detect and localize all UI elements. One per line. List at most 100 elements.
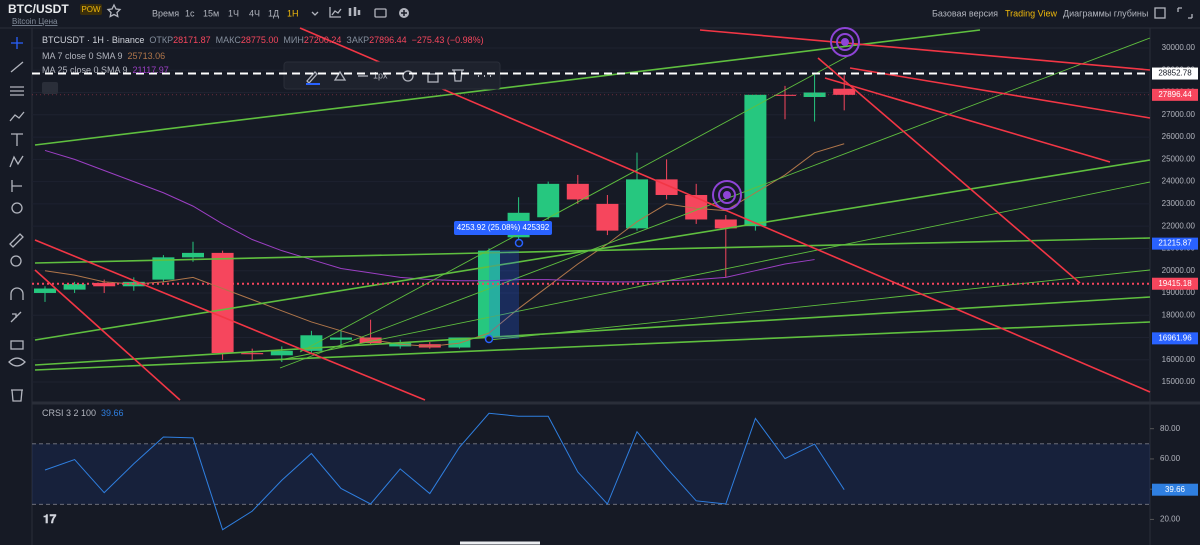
trend-line[interactable] (34, 269, 181, 401)
y-tick-label: 16000.00 (1162, 355, 1196, 364)
pattern-tool[interactable] (9, 155, 24, 168)
pen-icon[interactable] (306, 71, 318, 84)
magnet-tool[interactable] (10, 287, 24, 300)
measure-handle[interactable] (514, 238, 524, 248)
fullscreen-icon[interactable] (1177, 7, 1193, 19)
settings-icon[interactable] (402, 70, 414, 82)
stat-value: 28171.87 (173, 35, 211, 45)
trend-line[interactable] (34, 321, 1151, 371)
tv-logo: 𝟏𝟕 (43, 512, 57, 526)
measure-area[interactable] (489, 250, 519, 339)
view-tab[interactable]: Trading View (1005, 8, 1058, 18)
candle-body (626, 179, 648, 229)
candle-body (63, 284, 86, 290)
ma-name: MA 25 close 0 SMA 9 (42, 65, 128, 75)
signal-ring (836, 33, 854, 51)
zoom-tool[interactable] (10, 255, 22, 267)
delete-tool[interactable] (11, 389, 23, 402)
timeframe[interactable]: Время (152, 8, 179, 18)
stat-label: МАКС (216, 35, 242, 45)
measure-tooltip-bg (454, 221, 552, 235)
lock-tool[interactable] (10, 340, 24, 350)
trend-line[interactable] (279, 181, 1151, 361)
candle-body (270, 350, 293, 356)
signal-markers (712, 27, 860, 210)
dropdown-icon[interactable] (311, 11, 319, 16)
trend-line[interactable] (699, 29, 1151, 71)
y-tick-label: 80.00 (1160, 424, 1181, 433)
view-tab[interactable]: Базовая версия (932, 8, 998, 18)
candle-body (537, 183, 560, 218)
indicator-label: 39.66 (1165, 485, 1186, 494)
candle-body (418, 344, 441, 348)
crsi-line (44, 412, 845, 531)
candle-body (152, 257, 175, 280)
trend-line[interactable] (34, 296, 1151, 366)
brush-tool[interactable] (9, 111, 25, 122)
candle-body (596, 203, 619, 231)
change: −275.43 (−0.98%) (412, 35, 484, 45)
favorite-icon[interactable] (106, 3, 122, 18)
forecast-tool[interactable] (11, 180, 22, 192)
candle-body (34, 288, 56, 293)
candle-body (803, 92, 826, 97)
shape-tool[interactable] (11, 202, 23, 214)
trend-line[interactable] (34, 239, 426, 401)
ma-value: 21117.97 (133, 65, 169, 75)
timeframe[interactable]: 15м (203, 8, 219, 18)
candle-body (566, 183, 589, 200)
timeframe[interactable]: 4Ч (249, 8, 260, 18)
fib-tool[interactable] (10, 86, 24, 96)
timeframe[interactable]: 1Д (268, 8, 279, 18)
trend-tool[interactable] (10, 61, 24, 73)
trend-line[interactable] (34, 29, 981, 146)
subtitle[interactable]: Bitcoin Цена (12, 17, 58, 26)
candle-icon[interactable] (348, 7, 361, 16)
timeframe[interactable]: 1с (185, 8, 195, 18)
signal-dot (723, 191, 731, 199)
collapse-button[interactable] (42, 82, 58, 94)
price-label: 21215.87 (1158, 239, 1192, 248)
y-tick-label: 19000.00 (1162, 288, 1196, 297)
trend-line[interactable] (488, 269, 1151, 341)
drawing-toolbar: 1px (283, 61, 501, 90)
stat-label: МИН (283, 35, 303, 45)
price-label-bg (1152, 332, 1198, 345)
delete-icon[interactable] (452, 69, 464, 82)
band-fill (32, 443, 1150, 505)
settings-icon[interactable] (1154, 7, 1166, 19)
trend-line[interactable] (299, 54, 851, 353)
y-tick-label: 27000.00 (1162, 110, 1196, 119)
visibility-tool[interactable] (8, 357, 26, 367)
trend-line[interactable] (34, 159, 1151, 341)
view-tab[interactable]: Диаграммы глубины (1063, 8, 1148, 18)
price-label: 19415.18 (1158, 279, 1192, 288)
trend-line[interactable] (824, 77, 1111, 163)
timeframe[interactable]: 1Ч (228, 8, 239, 18)
price-label: 16961.96 (1158, 333, 1192, 342)
line-width[interactable]: 1px (373, 70, 388, 80)
signal-ring[interactable] (712, 180, 742, 210)
y-tick-label: 25000.00 (1162, 154, 1196, 163)
camera-icon[interactable] (374, 8, 387, 18)
symbol[interactable]: BTC/USDT (8, 2, 69, 16)
trend-line[interactable] (817, 57, 1081, 284)
indicator-icon[interactable] (329, 7, 342, 18)
signal-ring[interactable] (830, 27, 860, 57)
crosshair-tool[interactable] (11, 37, 23, 49)
lock-icon[interactable] (427, 73, 439, 83)
y-tick-label: 30000.00 (1162, 43, 1196, 52)
trend-line[interactable] (849, 67, 1151, 119)
stat-value: 27200.24 (304, 35, 342, 45)
draw-mode-tool[interactable] (10, 311, 22, 323)
signal-ring (718, 186, 736, 204)
text-tool[interactable] (11, 133, 23, 146)
y-tick-label: 60.00 (1160, 454, 1181, 463)
measure-handle[interactable] (484, 334, 494, 344)
stat-value: 28775.00 (241, 35, 279, 45)
ruler-tool[interactable] (9, 233, 24, 248)
timeframe[interactable]: 1Н (287, 8, 299, 18)
fill-icon[interactable] (333, 70, 347, 81)
